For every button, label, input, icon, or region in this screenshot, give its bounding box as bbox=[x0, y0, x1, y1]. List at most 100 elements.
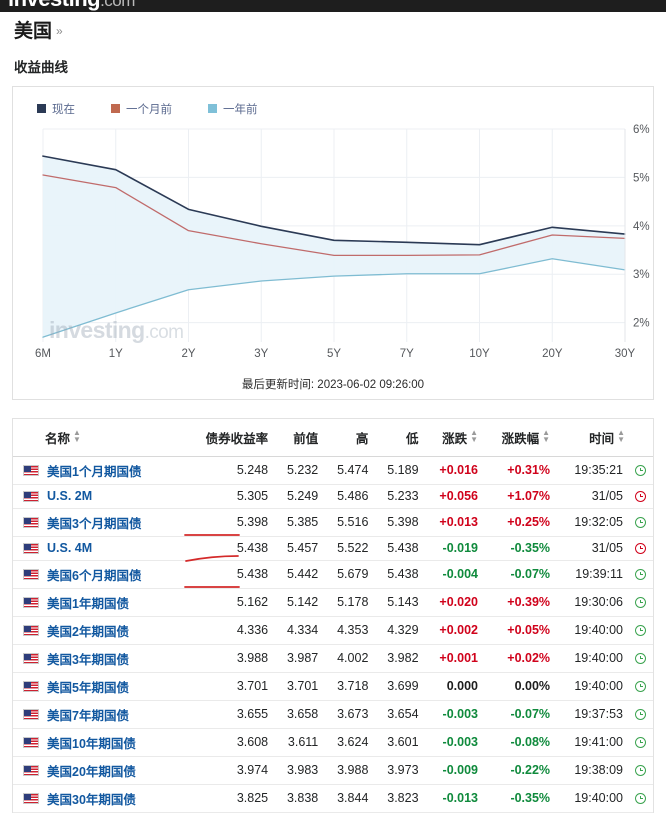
cell-clock bbox=[629, 456, 653, 484]
bond-name-link[interactable]: 美国1年期国债 bbox=[47, 596, 129, 611]
cell-low: 4.329 bbox=[387, 623, 419, 638]
clock-icon[interactable] bbox=[634, 491, 646, 503]
x-axis-tick-7y: 7Y bbox=[399, 347, 414, 360]
bond-name-link[interactable]: 美国3年期国债 bbox=[47, 652, 129, 667]
col-header-name[interactable]: 名称 ▲ ▼ bbox=[13, 418, 183, 457]
cell-change: -0.003 bbox=[442, 707, 478, 722]
table-row[interactable]: 美国5年期国债 3.701 3.701 3.718 3.699 0.000 0.00% 19:… bbox=[13, 672, 653, 701]
table-row[interactable]: 美国6个月期国债 5.438 5.442 5.679 5.438 -0.004 -0.07%… bbox=[13, 560, 653, 589]
legend-item-now[interactable]: 现在 bbox=[37, 101, 75, 117]
cell-low: 5.233 bbox=[387, 489, 419, 504]
cell-time: 19:32:05 bbox=[574, 515, 623, 530]
table-row[interactable]: 美国3年期国债 3.988 3.987 4.002 3.982 +0.001 +0.02% 1… bbox=[13, 644, 653, 673]
us-flag-icon bbox=[23, 792, 39, 804]
bond-name-link[interactable]: 美国30年期国债 bbox=[47, 792, 136, 807]
svg-text:4%: 4% bbox=[633, 221, 650, 233]
svg-text:2%: 2% bbox=[633, 317, 650, 329]
col-header-low: 低 bbox=[372, 418, 423, 457]
us-flag-icon bbox=[23, 568, 39, 580]
bond-name-link[interactable]: 美国10年期国债 bbox=[47, 736, 136, 751]
cell-prev: 3.611 bbox=[287, 735, 319, 750]
table-row[interactable]: 美国10年期国债 3.608 3.611 3.624 3.601 -0.003 -0.08%… bbox=[13, 728, 653, 757]
sort-icon-change[interactable]: ▲ ▼ bbox=[470, 427, 478, 444]
cell-prev: 5.442 bbox=[286, 567, 319, 582]
investing-logo-suffix: .com bbox=[100, 0, 135, 10]
cell-high: 5.679 bbox=[337, 567, 369, 582]
clock-icon[interactable] bbox=[634, 543, 646, 555]
cell-yield: 3.974 bbox=[236, 763, 269, 778]
clock-icon[interactable] bbox=[634, 737, 646, 749]
us-flag-icon bbox=[23, 542, 39, 554]
bond-name-link[interactable]: 美国1个月期国债 bbox=[47, 464, 142, 479]
clock-icon[interactable] bbox=[634, 597, 646, 609]
cell-time: 19:38:09 bbox=[574, 763, 623, 778]
sort-icon-change-pct[interactable]: ▲ ▼ bbox=[542, 427, 551, 444]
bond-name-link[interactable]: 美国2年期国债 bbox=[47, 624, 129, 639]
svg-text:6%: 6% bbox=[633, 124, 650, 136]
cell-prev: 3.701 bbox=[286, 679, 319, 694]
investing-logo[interactable]: investing.com bbox=[8, 0, 135, 12]
cell-time: 31/05 bbox=[591, 489, 623, 504]
col-header-name-label: 名称 bbox=[45, 431, 71, 446]
cell-high: 4.353 bbox=[337, 623, 369, 638]
cell-high: 3.624 bbox=[337, 735, 369, 750]
cell-yield: 3.988 bbox=[236, 651, 269, 666]
table-row[interactable]: 美国3个月期国债 5.398 5.385 5.516 5.398 +0.013 +0.25%… bbox=[13, 508, 653, 537]
clock-icon[interactable] bbox=[634, 517, 646, 529]
table-row[interactable]: 美国2年期国债 4.336 4.334 4.353 4.329 +0.002 +0.05% 1… bbox=[13, 616, 653, 645]
table-row[interactable]: 美国1年期国债 5.162 5.142 5.178 5.143 +0.020 +0.39% 1… bbox=[13, 588, 653, 617]
cell-change-pct: -0.35% bbox=[510, 791, 551, 806]
clock-icon[interactable] bbox=[634, 569, 646, 581]
table-row[interactable]: 美国7年期国债 3.655 3.658 3.673 3.654 -0.003 -0.07% 1… bbox=[13, 700, 653, 729]
table-row[interactable]: 美国1个月期国债 5.248 5.232 5.474 5.189 +0.016 +0.31%… bbox=[13, 456, 653, 485]
cell-change: -0.004 bbox=[442, 567, 478, 582]
cell-name: 美国1个月期国债 bbox=[13, 456, 182, 484]
legend-item-one-month-ago[interactable]: 一个月前 bbox=[111, 101, 172, 117]
clock-icon[interactable] bbox=[634, 793, 646, 805]
clock-icon[interactable] bbox=[634, 681, 646, 693]
cell-clock bbox=[629, 560, 653, 588]
bond-name-link[interactable]: 美国5年期国债 bbox=[47, 680, 129, 695]
cell-time: 19:41:00 bbox=[574, 735, 623, 750]
table-row[interactable]: U.S. 2M 5.305 5.249 5.486 5.233 +0.056 +1.07% 3… bbox=[13, 484, 653, 509]
cell-prev: 5.232 bbox=[286, 463, 319, 478]
bond-name-link[interactable]: U.S. 4M bbox=[47, 541, 93, 556]
cell-time: 19:35:21 bbox=[574, 463, 623, 478]
sort-icon-time[interactable]: ▲ ▼ bbox=[617, 427, 625, 444]
bond-name-link[interactable]: 美国7年期国债 bbox=[47, 708, 129, 723]
bond-name-link[interactable]: 美国20年期国债 bbox=[47, 764, 136, 779]
table-row[interactable]: 美国30年期国债 3.825 3.838 3.844 3.823 -0.013 -0.35%… bbox=[13, 784, 653, 813]
bond-name-link[interactable]: U.S. 2M bbox=[47, 489, 93, 504]
clock-icon[interactable] bbox=[634, 625, 646, 637]
clock-icon[interactable] bbox=[634, 653, 646, 665]
cell-high: 3.988 bbox=[337, 763, 369, 778]
cell-low: 3.973 bbox=[387, 763, 419, 778]
col-header-time[interactable]: 时间 ▲ ▼ bbox=[554, 418, 629, 457]
breadcrumb-country[interactable]: 美国 bbox=[14, 21, 53, 42]
cell-yield: 5.438 bbox=[182, 560, 272, 588]
legend-label-one-year-ago: 一年前 bbox=[223, 103, 258, 116]
bond-name-link[interactable]: 美国3个月期国债 bbox=[47, 516, 142, 531]
clock-icon[interactable] bbox=[634, 465, 646, 477]
cell-high: 3.673 bbox=[337, 707, 369, 722]
svg-text:3%: 3% bbox=[633, 269, 650, 281]
clock-icon[interactable] bbox=[634, 709, 646, 721]
table-row[interactable]: 美国20年期国债 3.974 3.983 3.988 3.973 -0.009 -0.22%… bbox=[13, 756, 653, 785]
cell-low: 3.823 bbox=[387, 791, 419, 806]
cell-name: 美国6个月期国债 bbox=[13, 560, 182, 588]
cell-change-pct: +0.02% bbox=[507, 651, 551, 666]
bond-name-link[interactable]: 美国6个月期国债 bbox=[47, 568, 142, 583]
cell-name: 美国20年期国债 bbox=[13, 756, 182, 784]
col-header-change[interactable]: 涨跌 ▲ ▼ bbox=[422, 418, 482, 457]
col-header-change-pct[interactable]: 涨跌幅 ▲ ▼ bbox=[482, 418, 555, 457]
cell-change-pct: -0.08% bbox=[510, 735, 551, 750]
svg-text:5%: 5% bbox=[633, 172, 650, 184]
sort-icon-name[interactable]: ▲ ▼ bbox=[73, 427, 81, 444]
cell-yield: 5.438 bbox=[182, 536, 272, 562]
legend-item-one-year-ago[interactable]: 一年前 bbox=[208, 101, 258, 117]
cell-name: 美国3个月期国债 bbox=[13, 508, 182, 536]
table-row[interactable]: U.S. 4M 5.438 5.457 5.522 5.438 -0.019 -0.35% 3… bbox=[13, 536, 653, 562]
cell-clock bbox=[629, 616, 653, 644]
cell-name: 美国1年期国债 bbox=[13, 588, 182, 616]
clock-icon[interactable] bbox=[634, 765, 646, 777]
